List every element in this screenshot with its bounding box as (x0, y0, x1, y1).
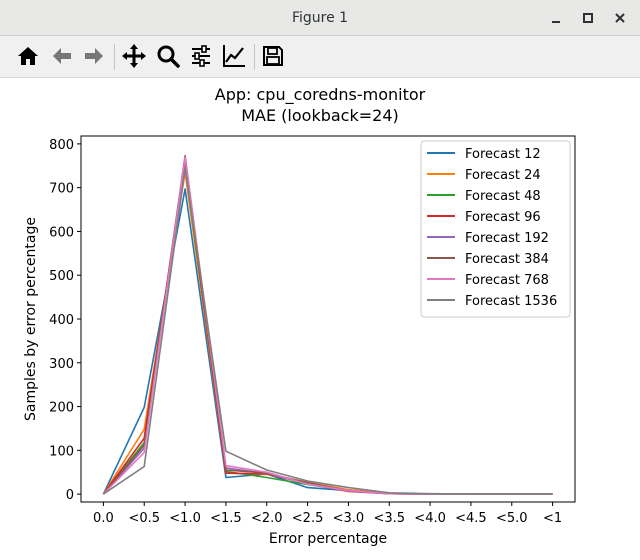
x-axis-label: Error percentage (269, 531, 387, 547)
figure-canvas: App: cpu_coredns-monitor MAE (lookback=2… (0, 78, 640, 556)
legend-entry-label: Forecast 384 (465, 252, 549, 267)
x-tick-label: <2.0 (251, 511, 283, 526)
x-tick-label: <1.5 (210, 511, 242, 526)
x-tick-label: <4.0 (414, 511, 446, 526)
save-button[interactable] (258, 41, 288, 71)
x-tick-label: <4.5 (455, 511, 487, 526)
zoom-button[interactable] (153, 41, 183, 71)
toolbar-separator (114, 44, 115, 70)
plot-lines (102, 154, 553, 495)
legend-entry-label: Forecast 768 (465, 273, 549, 288)
zoom-icon (157, 45, 180, 68)
maximize-icon (583, 13, 593, 23)
y-tick-label: 700 (49, 182, 74, 197)
back-button[interactable] (47, 41, 77, 71)
legend-entry-label: Forecast 24 (465, 168, 541, 183)
y-tick-label: 200 (49, 401, 74, 416)
home-button[interactable] (13, 41, 43, 71)
y-tick-label: 800 (49, 138, 74, 153)
x-tick-label: <0.5 (128, 511, 160, 526)
pan-button[interactable] (119, 41, 149, 71)
save-icon (263, 46, 283, 66)
close-button[interactable] (608, 6, 632, 30)
y-tick-label: 600 (49, 225, 74, 240)
home-icon (18, 47, 38, 65)
window-titlebar: Figure 1 (0, 0, 640, 36)
legend: Forecast 12 Forecast 24 Forecast 48 Forecas… (420, 140, 571, 318)
x-tick-label: <5.0 (496, 511, 528, 526)
y-tick-label: 500 (49, 269, 74, 284)
toolbar-separator (254, 44, 255, 70)
x-tick-label: <3.5 (373, 511, 405, 526)
y-tick-label: 0 (66, 488, 74, 503)
legend-entry-label: Forecast 192 (465, 231, 549, 246)
x-tick-label: <1 (543, 511, 562, 526)
chart-title: App: cpu_coredns-monitor (215, 85, 426, 105)
minimize-icon (552, 21, 560, 23)
x-tick-label: 0.0 (93, 511, 114, 526)
x-tick-label: <2.5 (292, 511, 324, 526)
x-tick-label: <1.0 (169, 511, 201, 526)
maximize-button[interactable] (576, 6, 600, 30)
minimize-button[interactable] (544, 6, 568, 30)
y-axis-label: Samples by error percentage (23, 217, 39, 421)
chart-subtitle: MAE (lookback=24) (241, 106, 399, 125)
series-line-8 (102, 167, 553, 495)
y-tick-label: 400 (49, 313, 74, 328)
legend-entry-label: Forecast 12 (465, 147, 541, 162)
legend-entry-label: Forecast 96 (465, 210, 541, 225)
x-axis-ticks: 0.0 <0.5 <1.0 <1.5 <2.0 <2.5 <3.0 <3.5 <4.0 <4.5 <… (93, 502, 562, 526)
forward-arrow-icon (85, 48, 103, 64)
configure-subplots-icon (192, 45, 210, 67)
edit-axes-icon (223, 45, 245, 67)
y-tick-label: 100 (49, 444, 74, 459)
edit-axes-button[interactable] (219, 41, 249, 71)
configure-subplots-button[interactable] (186, 41, 216, 71)
window-title: Figure 1 (291, 10, 349, 26)
line-chart: App: cpu_coredns-monitor MAE (lookback=2… (23, 85, 576, 547)
navigation-toolbar (0, 36, 640, 78)
close-icon (615, 13, 625, 23)
back-arrow-icon (53, 48, 71, 64)
legend-box (420, 140, 571, 318)
forward-button[interactable] (79, 41, 109, 71)
y-tick-label: 300 (49, 357, 74, 372)
pan-icon (122, 44, 146, 68)
y-axis-ticks: 0 100 200 300 400 500 600 700 800 (49, 138, 81, 503)
legend-entry-label: Forecast 48 (465, 189, 541, 204)
legend-entry-label: Forecast 1536 (465, 294, 557, 309)
x-tick-label: <3.0 (333, 511, 365, 526)
